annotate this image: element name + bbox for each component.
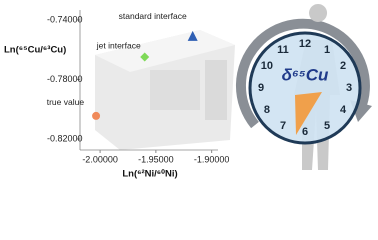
y-tick-label: -0.78000 — [47, 74, 83, 84]
point — [140, 52, 150, 62]
point-annotation: standard interface — [119, 11, 187, 21]
clock-number: 2 — [340, 60, 346, 72]
instrument-illustration — [95, 30, 235, 150]
y-axis-label: Ln(⁶⁵Cu/⁶³Cu) — [4, 45, 66, 56]
clock-number: 4 — [340, 104, 347, 116]
page: {"chart_data": {"type": "scatter", "x_la… — [4, 4, 372, 180]
x-tick-label: -1.95000 — [138, 154, 174, 164]
clock-number: 8 — [264, 104, 270, 116]
clock-number: 5 — [324, 120, 330, 132]
y-tick-label: -0.82000 — [47, 133, 83, 143]
cone-icon — [295, 92, 322, 135]
clock-number: 11 — [277, 44, 289, 56]
clock-face — [248, 31, 362, 145]
x-tick-label: -2.00000 — [82, 154, 118, 164]
point-annotation: true value — [47, 97, 85, 107]
clock-number: 12 — [299, 38, 311, 50]
x-tick-label: -1.90000 — [194, 154, 230, 164]
x-axis-label: Ln(⁶²Ni/⁶⁰Ni) — [122, 169, 177, 180]
point — [92, 111, 101, 120]
clock-number: 7 — [280, 120, 286, 132]
clock-number: 3 — [346, 82, 352, 94]
point — [187, 30, 198, 41]
point-annotation: jet interface — [96, 40, 141, 50]
clock-number: 1 — [324, 44, 330, 56]
clock-number: 9 — [258, 82, 264, 94]
clock-number: 6 — [302, 126, 308, 138]
cycle-arrow — [236, 18, 370, 129]
clock-number: 10 — [261, 60, 273, 72]
y-tick-label: -0.74000 — [47, 14, 83, 24]
clock-label: δ⁶⁵Cu — [282, 65, 329, 84]
